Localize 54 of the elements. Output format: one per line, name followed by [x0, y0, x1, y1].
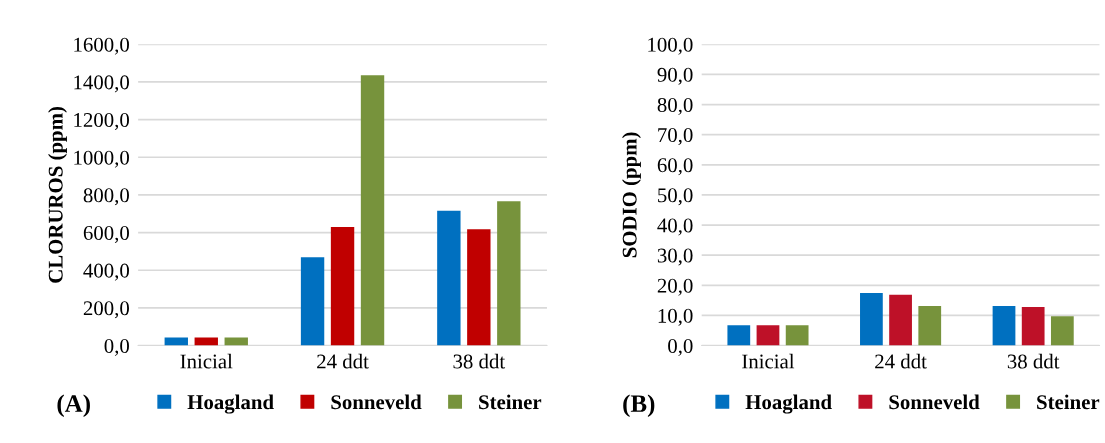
bar: [756, 325, 780, 346]
bar: [889, 294, 912, 346]
y-tick-label: 0,0: [104, 338, 129, 356]
x-tick-label: 38 ddt: [1007, 353, 1060, 369]
bar: [360, 75, 385, 346]
bar: [1050, 316, 1074, 346]
legend-label: Steiner: [479, 394, 542, 410]
bar: [860, 293, 883, 346]
y-tick-label: 50,0: [658, 188, 693, 206]
bar: [992, 306, 1016, 346]
y-tick-label: 600,0: [83, 225, 129, 244]
bar: [437, 210, 461, 346]
bar: [330, 226, 355, 346]
y-tick-label: 30,0: [657, 248, 693, 266]
bar: [164, 337, 188, 346]
bar: [785, 325, 809, 346]
y-tick-label: 1000,0: [74, 150, 129, 168]
bar: [918, 306, 942, 346]
y-axis-title: SODIO (ppm): [622, 132, 641, 258]
bar: [224, 337, 248, 346]
bar: [497, 201, 521, 346]
bar: [194, 337, 218, 346]
y-tick-label: 20,0: [657, 278, 693, 296]
y-tick-label: 1200,0: [74, 112, 129, 131]
x-tick-label: 24 ddt: [317, 353, 369, 369]
y-tick-label: 90,0: [657, 67, 693, 85]
bar: [300, 257, 325, 346]
text: (B): [623, 394, 655, 418]
text: (A): [57, 394, 90, 418]
y-tick-label: 40,0: [657, 218, 693, 236]
x-tick-label: 38 ddt: [453, 353, 506, 369]
y-tick-label: 10,0: [658, 308, 693, 326]
bar: [467, 229, 491, 346]
y-tick-label: 60,0: [657, 158, 693, 176]
legend-label: Hoagland: [745, 394, 832, 414]
legend-label: Sonneveld: [889, 394, 980, 410]
bar: [1021, 306, 1045, 346]
y-axis-title: CLORUROS (ppm): [48, 106, 67, 283]
y-tick-label: 1600,0: [74, 37, 129, 55]
legend-label: Steiner: [1037, 394, 1100, 410]
legend-label: Sonneveld: [331, 394, 422, 410]
legend-label: Hoagland: [187, 394, 274, 414]
y-tick-label: 400,0: [83, 263, 129, 281]
y-tick-label: 200,0: [83, 301, 129, 319]
y-tick-label: 100,0: [648, 37, 693, 55]
y-tick-label: 1400,0: [74, 75, 129, 93]
bar: [727, 325, 751, 346]
x-tick-label: 24 ddt: [875, 353, 927, 369]
y-tick-label: 800,0: [83, 188, 129, 206]
x-tick-label: Inicial: [180, 353, 233, 369]
y-tick-label: 80,0: [657, 97, 693, 115]
y-tick-label: 70,0: [658, 128, 693, 146]
y-tick-label: 0,0: [668, 338, 693, 356]
x-tick-label: Inicial: [742, 353, 795, 369]
